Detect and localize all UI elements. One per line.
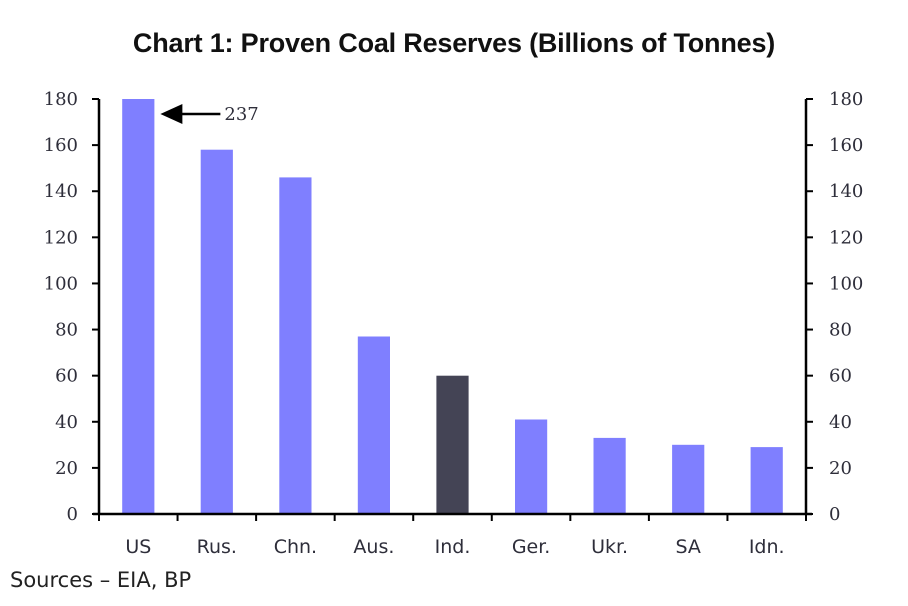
bars-group bbox=[122, 99, 783, 514]
y-tick-label-left: 60 bbox=[55, 366, 78, 387]
y-tick-label-left: 20 bbox=[55, 458, 78, 479]
labels-group: US Rus. Chn. Aus. Ind. Ger. Ukr. SA Idn. 0 0 20 20 40… bbox=[44, 89, 864, 558]
annotation-label: 237 bbox=[224, 104, 258, 125]
y-tick-label-right: 100 bbox=[829, 273, 863, 294]
annotation-group: 237 bbox=[160, 104, 259, 125]
x-tick-label: Ukr. bbox=[591, 536, 628, 558]
bar-sa bbox=[672, 444, 705, 514]
y-tick-label-right: 120 bbox=[829, 227, 863, 248]
annotation-arrow-icon bbox=[160, 104, 183, 124]
y-tick-label-left: 80 bbox=[55, 320, 78, 341]
y-tick-label-right: 80 bbox=[829, 320, 852, 341]
bar-rus bbox=[200, 149, 233, 514]
x-tick-label: Aus. bbox=[353, 536, 394, 558]
y-tick-label-left: 180 bbox=[44, 89, 78, 110]
y-tick-label-right: 180 bbox=[829, 89, 863, 110]
bar-ger bbox=[515, 419, 548, 514]
y-tick-label-right: 0 bbox=[829, 504, 840, 525]
source-note: Sources – EIA, BP bbox=[10, 568, 192, 592]
bar-aus bbox=[357, 336, 390, 514]
x-tick-label: Ger. bbox=[512, 536, 551, 558]
x-tick-label: Idn. bbox=[749, 536, 785, 558]
y-tick-label-left: 0 bbox=[67, 504, 78, 525]
bar-idn bbox=[750, 447, 783, 514]
x-tick-label: Rus. bbox=[197, 536, 237, 558]
y-tick-label-right: 160 bbox=[829, 135, 863, 156]
y-tick-label-left: 140 bbox=[44, 181, 78, 202]
y-tick-label-right: 60 bbox=[829, 366, 852, 387]
bar-ind bbox=[436, 375, 469, 514]
y-tick-label-right: 140 bbox=[829, 181, 863, 202]
axes-group bbox=[92, 98, 813, 521]
bar-us bbox=[122, 99, 155, 514]
x-tick-label: Ind. bbox=[435, 536, 471, 558]
y-tick-label-left: 40 bbox=[55, 412, 78, 433]
chart-title: Chart 1: Proven Coal Reserves (Billions … bbox=[132, 28, 776, 58]
y-tick-label-right: 20 bbox=[829, 458, 852, 479]
bar-chn bbox=[279, 177, 312, 514]
y-tick-label-left: 120 bbox=[44, 227, 78, 248]
y-tick-label-left: 100 bbox=[44, 273, 78, 294]
y-tick-label-left: 160 bbox=[44, 135, 78, 156]
x-tick-label: SA bbox=[675, 536, 700, 558]
bar-ukr bbox=[593, 437, 626, 514]
x-tick-label: Chn. bbox=[274, 536, 317, 558]
x-tick-label: US bbox=[125, 536, 151, 558]
y-tick-label-right: 40 bbox=[829, 412, 852, 433]
